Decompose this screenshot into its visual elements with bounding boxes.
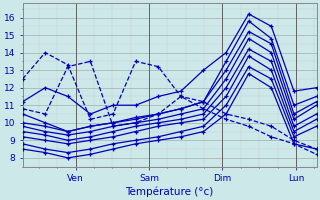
X-axis label: Température (°c): Température (°c) xyxy=(125,186,214,197)
